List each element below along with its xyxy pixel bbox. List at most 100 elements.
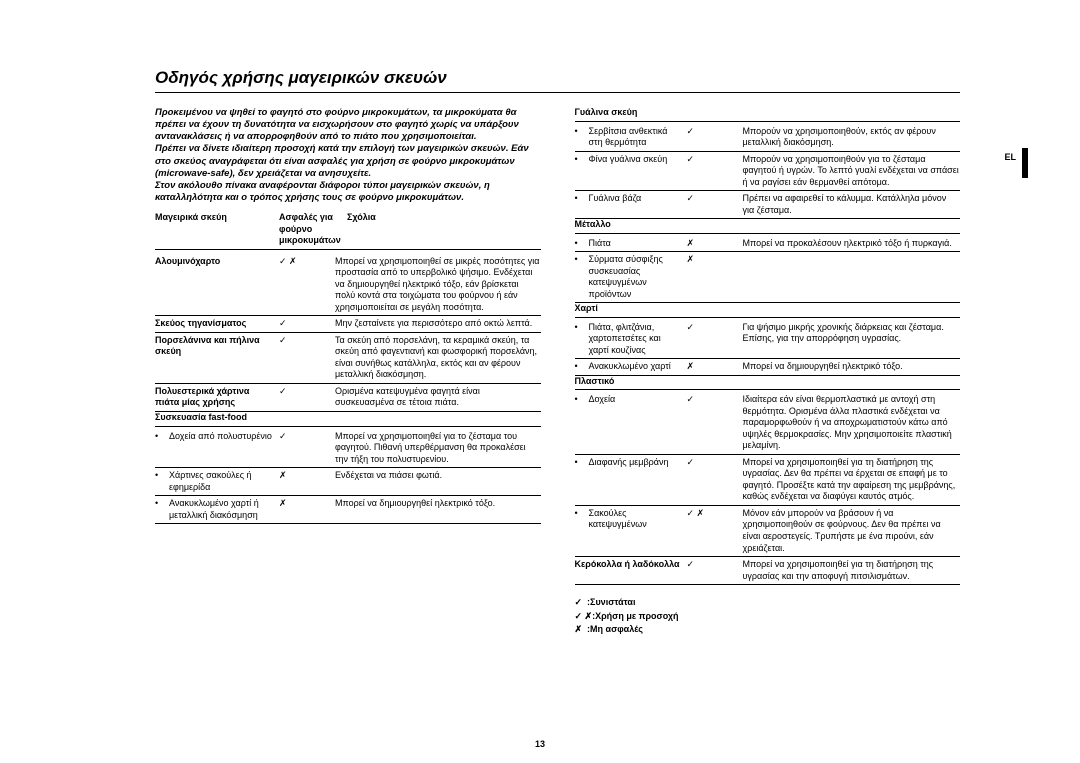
header-cookware: Μαγειρικά σκεύη xyxy=(155,212,279,247)
table-row: •Ανακυκλωμένο χαρτί ή μεταλλική διακόσμη… xyxy=(155,496,541,524)
legend-caution: ✓ ✗:Χρήση με προσοχή xyxy=(575,611,961,623)
table-row: •Πιάτα✗Μπορεί να προκαλέσουν ηλεκτρικό τ… xyxy=(575,236,961,253)
cell-safe: ✓ xyxy=(279,386,335,398)
cell-safe: ✗ xyxy=(279,498,335,510)
cell-safe: ✓ ✗ xyxy=(279,256,335,268)
language-tab-label: EL xyxy=(1004,152,1016,162)
legend-text: :Συνιστάται xyxy=(587,597,635,607)
left-column: Προκειμένου να ψηθεί το φαγητό στο φούρν… xyxy=(155,107,541,638)
cell-name: Σκεύος τηγανίσματος xyxy=(155,318,279,330)
header-notes: Σχόλια xyxy=(347,212,541,247)
cell-note: Ενδέχεται να πιάσει φωτιά. xyxy=(335,470,541,482)
cell-note: Μπορεί να χρησιμοποιηθεί για το ζέσταμα … xyxy=(335,431,541,466)
cell-safe: ✓ xyxy=(687,154,743,166)
cell-safe: ✗ xyxy=(279,470,335,482)
cell-safe: ✗ xyxy=(687,254,743,266)
cell-safe: ✓ xyxy=(687,559,743,571)
legend-recommended: ✓ :Συνιστάται xyxy=(575,597,961,609)
metal-rows: •Πιάτα✗Μπορεί να προκαλέσουν ηλεκτρικό τ… xyxy=(575,236,961,304)
cell-note: Πρέπει να αφαιρεθεί το κάλυμμα. Κατάλληλ… xyxy=(743,193,961,216)
cell-note: Μπορεί να χρησιμοποιηθεί σε μικρές ποσότ… xyxy=(335,256,541,314)
cell-safe: ✗ xyxy=(687,361,743,373)
cell-note: Μπορεί να χρησιμοποιηθεί για τη διατήρησ… xyxy=(743,559,961,582)
cell-note: Ορισμένα κατεψυγμένα φαγητά είναι συσκευ… xyxy=(335,386,541,409)
table-row: •Σακούλες κατεψυγμένων✓ ✗Μόνον εάν μπορο… xyxy=(575,506,961,557)
cell-note: Μπορεί να προκαλέσουν ηλεκτρικό τόξο ή π… xyxy=(743,238,961,250)
cell-note: Μπορούν να χρησιμοποιηθούν, εκτός αν φέρ… xyxy=(743,126,961,149)
cell-name: •Ανακυκλωμένο χαρτί xyxy=(575,361,687,373)
cell-name: Κερόκολλα ή λαδόκολλα xyxy=(575,559,687,571)
cell-note: Μην ζεσταίνετε για περισσότερο από οκτώ … xyxy=(335,318,541,330)
table-row: •Διαφανής μεμβράνη✓Μπορεί να χρησιμοποιη… xyxy=(575,455,961,506)
page-title: Οδηγός χρήσης μαγειρικών σκευών xyxy=(155,68,960,88)
cell-name: •Δοχεία xyxy=(575,394,687,406)
cell-name: Πολυεστερικά χάρτινα πιάτα μίας χρήσης xyxy=(155,386,279,409)
table-row: •Γυάλινα βάζα✓Πρέπει να αφαιρεθεί το κάλ… xyxy=(575,191,961,219)
cell-name: Πορσελάνινα και πήλινα σκεύη xyxy=(155,335,279,358)
cell-name: •Φίνα γυάλινα σκεύη xyxy=(575,154,687,166)
left-rows: Αλουμινόχαρτο✓ ✗Μπορεί να χρησιμοποιηθεί… xyxy=(155,254,541,412)
cell-note: Ιδιαίτερα εάν είναι θερμοπλαστικά με αντ… xyxy=(743,394,961,452)
table-row: •Φίνα γυάλινα σκεύη✓Μπορούν να χρησιμοπο… xyxy=(575,152,961,192)
cell-name: •Πιάτα, φλιτζάνια, χαρτοπετσέτες και χαρ… xyxy=(575,322,687,357)
glass-rows: •Σερβίτσια ανθεκτικά στη θερμότητα✓Μπορο… xyxy=(575,124,961,220)
category-fastfood: Συσκευασία fast-food xyxy=(155,412,541,427)
row-wax: Κερόκολλα ή λαδόκολλα ✓ Μπορεί να χρησιμ… xyxy=(575,557,961,585)
table-row: •Σύρματα σύσφιξης συσκευασίας κατεψυγμέν… xyxy=(575,252,961,303)
category-metal: Μέταλλο xyxy=(575,219,961,234)
intro-text: Προκειμένου να ψηθεί το φαγητό στο φούρν… xyxy=(155,107,541,204)
table-row: Πορσελάνινα και πήλινα σκεύη✓Τα σκεύη απ… xyxy=(155,333,541,384)
cell-safe: ✓ xyxy=(687,193,743,205)
table-row: •Πιάτα, φλιτζάνια, χαρτοπετσέτες και χαρ… xyxy=(575,320,961,360)
cell-name: •Σερβίτσια ανθεκτικά στη θερμότητα xyxy=(575,126,687,149)
table-row: •Δοχεία✓Ιδιαίτερα εάν είναι θερμοπλαστικ… xyxy=(575,392,961,455)
page-number: 13 xyxy=(535,739,545,749)
table-row: Σκεύος τηγανίσματος✓Μην ζεσταίνετε για π… xyxy=(155,316,541,333)
table-row: •Ανακυκλωμένο χαρτί✗Μπορεί να δημιουργηθ… xyxy=(575,359,961,376)
legend: ✓ :Συνιστάται ✓ ✗:Χρήση με προσοχή ✗ :Μη… xyxy=(575,597,961,636)
header-safe: Ασφαλές για φούρνο μικροκυμάτων xyxy=(279,212,347,247)
cell-note: Μπορούν να χρησιμοποιηθούν για το ζέσταμ… xyxy=(743,154,961,189)
intro-p2: Πρέπει να δίνετε ιδιαίτερη προσοχή κατά … xyxy=(155,143,541,179)
page: Οδηγός χρήσης μαγειρικών σκευών Προκειμέ… xyxy=(0,0,1080,658)
cell-name: •Ανακυκλωμένο χαρτί ή μεταλλική διακόσμη… xyxy=(155,498,279,521)
legend-text: :Μη ασφαλές xyxy=(587,624,643,634)
intro-p3: Στον ακόλουθο πίνακα αναφέρονται διάφορο… xyxy=(155,180,541,204)
right-column: Γυάλινα σκεύη •Σερβίτσια ανθεκτικά στη θ… xyxy=(575,107,961,638)
table-header: Μαγειρικά σκεύη Ασφαλές για φούρνο μικρο… xyxy=(155,212,541,250)
cell-note: Μόνον εάν μπορούν να βράσουν ή να χρησιμ… xyxy=(743,508,961,554)
cell-safe: ✓ xyxy=(687,394,743,406)
legend-unsafe: ✗ :Μη ασφαλές xyxy=(575,624,961,636)
columns: Προκειμένου να ψηθεί το φαγητό στο φούρν… xyxy=(155,107,960,638)
cell-safe: ✓ xyxy=(687,322,743,334)
cell-safe: ✓ xyxy=(279,335,335,347)
cell-name: •Δοχεία από πολυστυρένιο xyxy=(155,431,279,443)
table-row: Πολυεστερικά χάρτινα πιάτα μίας χρήσης✓Ο… xyxy=(155,384,541,412)
cell-note: Τα σκεύη από πορσελάνη, τα κεραμικά σκεύ… xyxy=(335,335,541,381)
cell-name: Αλουμινόχαρτο xyxy=(155,256,279,268)
cell-safe: ✓ xyxy=(279,318,335,330)
cell-note: Για ψήσιμο μικρής χρονικής διάρκειας και… xyxy=(743,322,961,345)
legend-text: :Χρήση με προσοχή xyxy=(592,611,678,621)
table-row: •Χάρτινες σακούλες ή εφημερίδα✗Ενδέχεται… xyxy=(155,468,541,496)
table-row: •Δοχεία από πολυστυρένιο✓Μπορεί να χρησι… xyxy=(155,429,541,469)
plastic-rows: •Δοχεία✓Ιδιαίτερα εάν είναι θερμοπλαστικ… xyxy=(575,392,961,557)
fastfood-rows: •Δοχεία από πολυστυρένιο✓Μπορεί να χρησι… xyxy=(155,429,541,525)
category-plastic: Πλαστικό xyxy=(575,376,961,391)
cell-safe: ✓ ✗ xyxy=(687,508,743,520)
cell-note: Μπορεί να χρησιμοποιηθεί για τη διατήρησ… xyxy=(743,457,961,503)
cell-name: •Γυάλινα βάζα xyxy=(575,193,687,205)
cell-note: Μπορεί να δημιουργηθεί ηλεκτρικό τόξο. xyxy=(743,361,961,373)
language-tab-bar xyxy=(1022,148,1028,178)
title-rule xyxy=(155,92,960,93)
table-row: Αλουμινόχαρτο✓ ✗Μπορεί να χρησιμοποιηθεί… xyxy=(155,254,541,317)
cell-safe: ✓ xyxy=(687,457,743,469)
cell-safe: ✓ xyxy=(687,126,743,138)
cell-name: •Σακούλες κατεψυγμένων xyxy=(575,508,687,531)
cell-name: •Διαφανής μεμβράνη xyxy=(575,457,687,469)
intro-p1: Προκειμένου να ψηθεί το φαγητό στο φούρν… xyxy=(155,107,541,143)
cell-name: •Σύρματα σύσφιξης συσκευασίας κατεψυγμέν… xyxy=(575,254,687,300)
cell-note: Μπορεί να δημιουργηθεί ηλεκτρικό τόξο. xyxy=(335,498,541,510)
paper-rows: •Πιάτα, φλιτζάνια, χαρτοπετσέτες και χαρ… xyxy=(575,320,961,376)
cell-name: •Πιάτα xyxy=(575,238,687,250)
